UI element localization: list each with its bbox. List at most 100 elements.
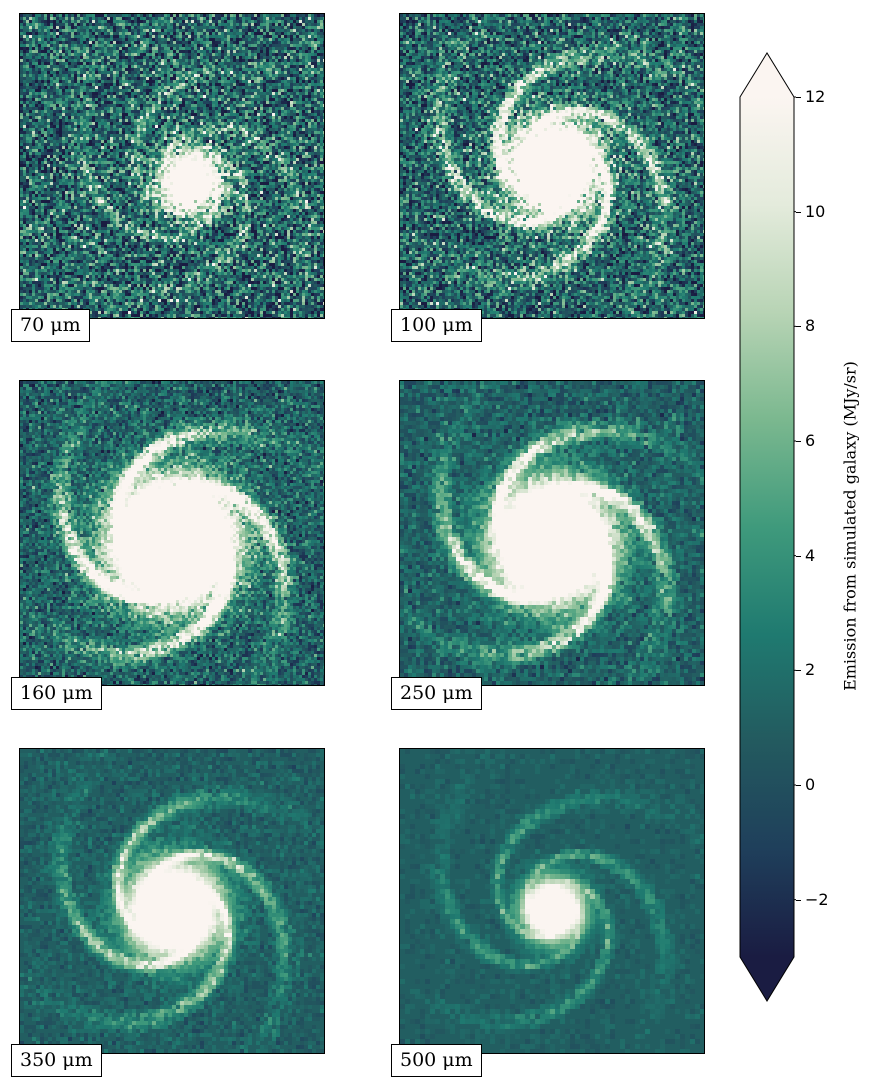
image-pixel (308, 107, 311, 110)
image-pixel (83, 152, 86, 155)
image-pixel (164, 131, 167, 134)
image-pixel (152, 53, 155, 56)
image-pixel (116, 113, 119, 116)
image-pixel (86, 80, 89, 83)
image-pixel (158, 32, 161, 35)
image-pixel (131, 32, 134, 35)
image-pixel (227, 59, 230, 62)
image-pixel (152, 86, 155, 89)
image-pixel (152, 125, 155, 128)
image-pixel (251, 35, 254, 38)
image-pixel (182, 26, 185, 29)
image-pixel (20, 113, 23, 116)
image-pixel (158, 65, 161, 68)
image-pixel (206, 113, 209, 116)
image-pixel (263, 92, 266, 95)
image-pixel (275, 32, 278, 35)
image-pixel (68, 38, 71, 41)
image-pixel (248, 119, 251, 122)
image-pixel (176, 68, 179, 71)
image-pixel (26, 119, 29, 122)
image-pixel (257, 152, 260, 155)
image-pixel (137, 143, 140, 146)
image-pixel (95, 35, 98, 38)
image-pixel (35, 89, 38, 92)
image-pixel (302, 62, 305, 65)
image-pixel (320, 23, 323, 26)
image-pixel (44, 41, 47, 44)
image-pixel (188, 152, 191, 155)
image-pixel (254, 20, 257, 23)
image-pixel (245, 122, 248, 125)
image-pixel (50, 137, 53, 140)
image-pixel (191, 83, 194, 86)
image-pixel (110, 68, 113, 71)
image-pixel (314, 77, 317, 80)
image-pixel (146, 116, 149, 119)
image-pixel (68, 23, 71, 26)
image-pixel (47, 56, 50, 59)
image-pixel (47, 77, 50, 80)
image-pixel (83, 17, 86, 20)
image-pixel (221, 20, 224, 23)
image-pixel (113, 29, 116, 32)
image-pixel (272, 44, 275, 47)
image-pixel (47, 155, 50, 158)
image-pixel (110, 65, 113, 68)
image-pixel (128, 14, 131, 17)
image-pixel (20, 125, 23, 128)
image-pixel (125, 134, 128, 137)
image-pixel (143, 155, 146, 158)
image-pixel (26, 98, 29, 101)
image-pixel (239, 143, 242, 146)
image-pixel (35, 65, 38, 68)
image-pixel (263, 119, 266, 122)
image-pixel (83, 131, 86, 134)
image-pixel (272, 50, 275, 53)
image-pixel (146, 29, 149, 32)
image-pixel (176, 104, 179, 107)
image-pixel (35, 119, 38, 122)
image-pixel (119, 20, 122, 23)
image-pixel (155, 152, 158, 155)
image-pixel (224, 95, 227, 98)
image-pixel (47, 53, 50, 56)
image-pixel (140, 101, 143, 104)
image-pixel (194, 134, 197, 137)
image-pixel (59, 95, 62, 98)
image-pixel (173, 74, 176, 77)
image-pixel (302, 56, 305, 59)
image-pixel (278, 23, 281, 26)
image-pixel (245, 131, 248, 134)
image-pixel (161, 65, 164, 68)
image-pixel (86, 71, 89, 74)
image-pixel (71, 47, 74, 50)
image-pixel (212, 113, 215, 116)
image-pixel (80, 71, 83, 74)
image-pixel (161, 89, 164, 92)
image-pixel (95, 101, 98, 104)
image-pixel (227, 71, 230, 74)
image-pixel (29, 98, 32, 101)
image-pixel (47, 35, 50, 38)
image-pixel (221, 137, 224, 140)
image-pixel (233, 59, 236, 62)
image-pixel (221, 146, 224, 149)
image-pixel (140, 83, 143, 86)
image-pixel (104, 62, 107, 65)
image-pixel (62, 26, 65, 29)
image-pixel (23, 149, 26, 152)
image-pixel (221, 152, 224, 155)
image-pixel (41, 140, 44, 143)
image-pixel (299, 149, 302, 152)
image-pixel (212, 107, 215, 110)
image-pixel (323, 131, 324, 134)
image-pixel (320, 59, 323, 62)
image-pixel (35, 107, 38, 110)
image-pixel (209, 35, 212, 38)
image-pixel (239, 56, 242, 59)
image-pixel (251, 101, 254, 104)
image-pixel (164, 143, 167, 146)
image-pixel (182, 77, 185, 80)
image-pixel (26, 71, 29, 74)
